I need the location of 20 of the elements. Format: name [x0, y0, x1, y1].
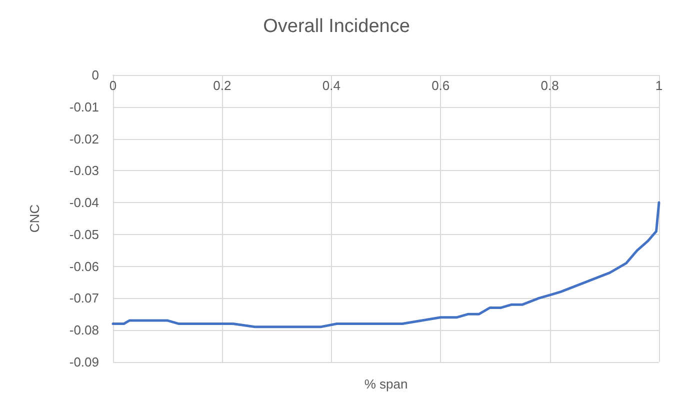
x-tick-label: 0.2: [213, 78, 232, 93]
chart-title: Overall Incidence: [263, 16, 410, 37]
y-tick-label: 0: [92, 68, 99, 82]
y-tick-label: -0.08: [69, 322, 99, 338]
x-tick-label: 0.8: [540, 78, 559, 93]
y-tick-label: -0.04: [69, 195, 99, 210]
x-axis-title: % span: [364, 376, 408, 392]
y-tick-label: -0.02: [69, 131, 99, 146]
y-tick-label: -0.06: [69, 258, 99, 274]
y-tick-label: -0.07: [69, 290, 99, 306]
x-tick-label: 0: [109, 78, 117, 93]
line-series: [112, 201, 660, 328]
y-tick-label: -0.03: [69, 163, 99, 178]
x-tick-label: 0.4: [322, 78, 340, 93]
x-tick-label: 1: [655, 78, 663, 93]
y-tick-label: -0.01: [69, 99, 99, 114]
x-tick-label: 0.6: [432, 78, 450, 93]
y-axis-title: CNC: [27, 204, 42, 233]
y-tick-label: -0.05: [69, 226, 99, 242]
y-tick-label: -0.09: [69, 354, 99, 370]
